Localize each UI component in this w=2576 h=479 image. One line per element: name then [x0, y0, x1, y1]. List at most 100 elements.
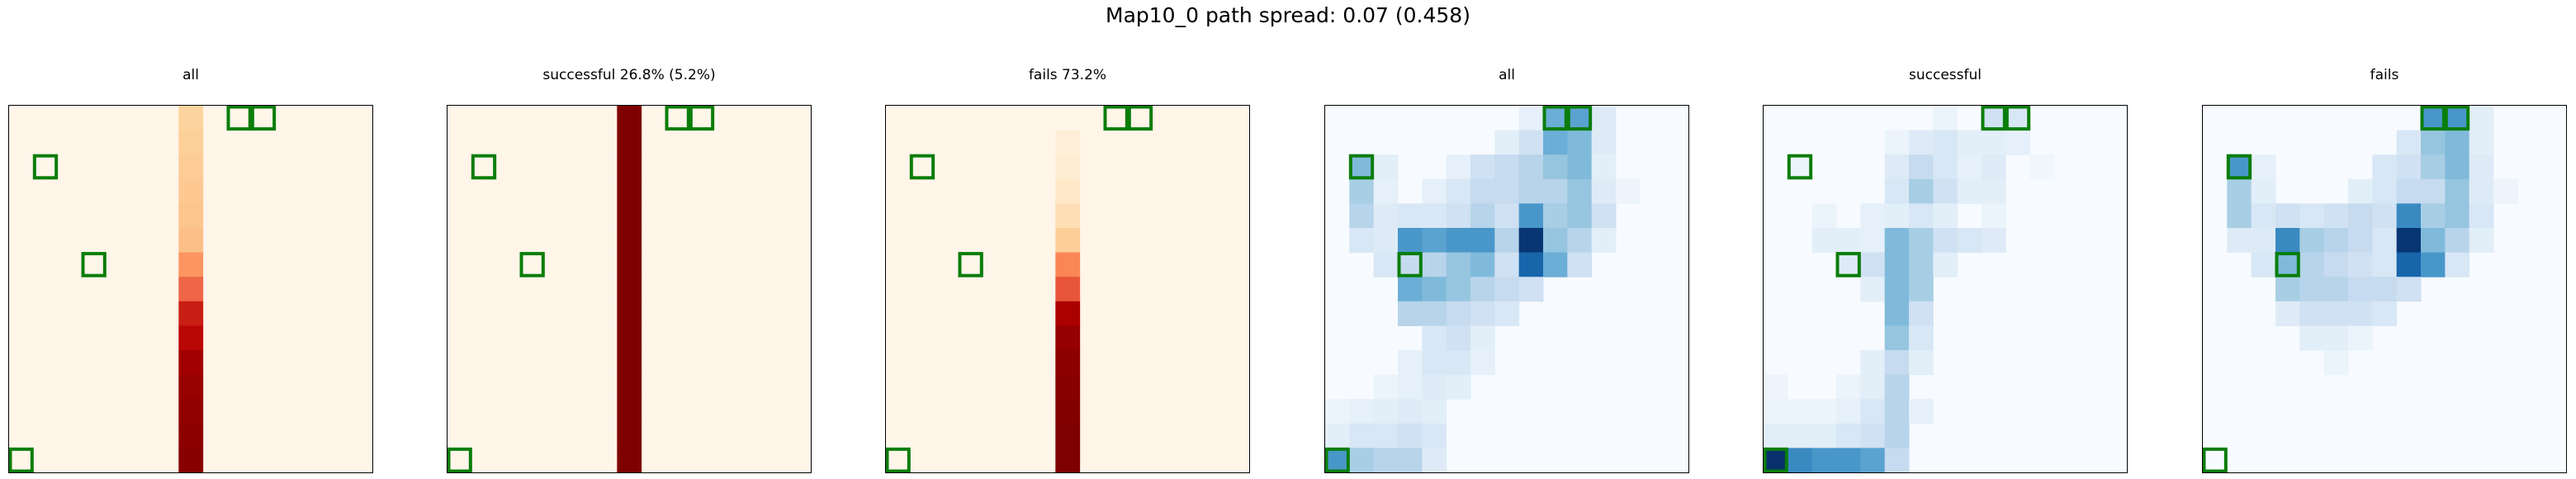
heatmap-cell	[1567, 228, 1593, 254]
heatmap-cell	[1567, 178, 1593, 204]
heatmap-cell	[2227, 154, 2252, 180]
heatmap-cell	[1422, 350, 1447, 376]
heatmap-cell	[1055, 374, 1081, 400]
heatmap-cell	[1446, 252, 1471, 277]
heatmap-cell	[1470, 178, 1495, 204]
heatmap-cell	[1909, 350, 1934, 376]
heatmap-cell	[2445, 178, 2470, 204]
heatmap-cell	[1518, 203, 1544, 229]
heatmap-cell	[1982, 130, 2006, 155]
heatmap-cell	[1055, 301, 1081, 326]
heatmap-cell	[1446, 325, 1471, 351]
heatmap-cell	[1349, 228, 1375, 254]
heatmap-cell	[2469, 203, 2494, 229]
heatmap-cell	[1055, 399, 1081, 424]
marker-square	[1763, 447, 1788, 473]
marker-square	[519, 252, 545, 277]
heatmap-cell	[2445, 252, 2470, 277]
heatmap-cell	[1422, 277, 1447, 302]
marker-square	[1981, 105, 2006, 131]
marker-square	[32, 154, 59, 180]
marker-square	[2202, 447, 2228, 473]
marker-square	[1566, 105, 1593, 131]
heatmap-cell	[178, 178, 204, 204]
heatmap-cell	[1398, 374, 1423, 400]
heatmap-cell	[2421, 154, 2446, 180]
heatmap-cell	[178, 228, 204, 254]
panel-title: all	[182, 67, 199, 83]
heatmap-cell	[617, 374, 642, 400]
heatmap-cell	[1909, 277, 1934, 302]
heatmap-cell	[1494, 178, 1520, 204]
marker-square	[1787, 154, 1813, 180]
heatmap-cell	[1398, 423, 1423, 448]
heatmap-cell	[1811, 228, 1837, 254]
heatmap-cell	[1055, 106, 1081, 131]
heatmap-cell	[2372, 277, 2398, 302]
heatmap-cell	[1422, 178, 1447, 204]
heatmap-cell	[1470, 350, 1495, 376]
heatmap-cell	[2275, 252, 2300, 277]
heatmap-cell	[617, 203, 642, 229]
panel-title: successful	[1909, 67, 1982, 83]
panel-title: successful 26.8% (5.2%)	[542, 67, 716, 83]
heatmap-cell	[1349, 154, 1375, 180]
heatmap-cell	[1860, 374, 1886, 400]
heatmap-cell	[617, 277, 642, 302]
heatmap-cell	[1788, 448, 1813, 473]
heatmap-cell	[2396, 154, 2422, 180]
heatmap-cell	[1518, 178, 1544, 204]
heatmap-cell	[1909, 252, 1934, 277]
heatmap-cell	[1933, 203, 1958, 229]
marker-square	[1835, 252, 1861, 277]
heatmap-cell	[1860, 252, 1886, 277]
heatmap-cell	[1591, 178, 1617, 204]
heatmap-cell	[2396, 178, 2422, 204]
heatmap-cell	[1982, 203, 2006, 229]
heatmap-cell	[1470, 203, 1495, 229]
marker-square	[2444, 105, 2470, 131]
panel-successful-orange: successful 26.8% (5.2%)	[447, 0, 812, 479]
heatmap-cell	[1349, 423, 1375, 448]
heatmap-cell	[1518, 154, 1544, 180]
heatmap-cell	[1933, 252, 1958, 277]
heatmap-cell	[2445, 106, 2470, 131]
heatmap-cell	[1325, 448, 1350, 473]
marker-square	[885, 447, 911, 473]
heatmap-cell	[1398, 301, 1423, 326]
heatmap-cell	[1764, 374, 1788, 400]
marker-square	[1127, 105, 1153, 131]
marker-square	[2420, 105, 2446, 131]
heatmap-cell	[178, 301, 204, 326]
heatmap-cell	[1518, 252, 1544, 277]
heatmap-cell	[2372, 252, 2398, 277]
heatmap-cell	[1811, 203, 1837, 229]
heatmap-cell	[1933, 228, 1958, 254]
heatmap-cell	[617, 399, 642, 424]
heatmap-cell	[1860, 228, 1886, 254]
marker-square	[250, 105, 277, 131]
marker-square	[958, 252, 983, 277]
heatmap-cell	[1470, 277, 1495, 302]
heatmap-cell	[2323, 252, 2349, 277]
heatmap-cell	[1860, 277, 1886, 302]
heatmap-cell	[617, 350, 642, 376]
heatmap-cell	[1518, 277, 1544, 302]
heatmap-cell	[2005, 130, 2031, 155]
heatmap-cell	[178, 350, 204, 376]
heatmap-cell	[2421, 178, 2446, 204]
heatmap-cell	[2348, 178, 2373, 204]
heatmap-cell	[1982, 106, 2006, 131]
heatmap-cell	[2372, 178, 2398, 204]
heatmap-cell	[1494, 301, 1520, 326]
heatmap-cell	[2275, 277, 2300, 302]
heatmap-cell	[1616, 178, 1641, 204]
marker-square	[1542, 105, 1568, 131]
heatmap-cell	[617, 252, 642, 277]
heatmap-cell	[1567, 203, 1593, 229]
heatmap-cell	[1933, 178, 1958, 204]
heatmap-cell	[1860, 448, 1886, 473]
heatmap-cell	[178, 423, 204, 448]
heatmap-cell	[617, 178, 642, 204]
heatmap-cell	[1422, 203, 1447, 229]
